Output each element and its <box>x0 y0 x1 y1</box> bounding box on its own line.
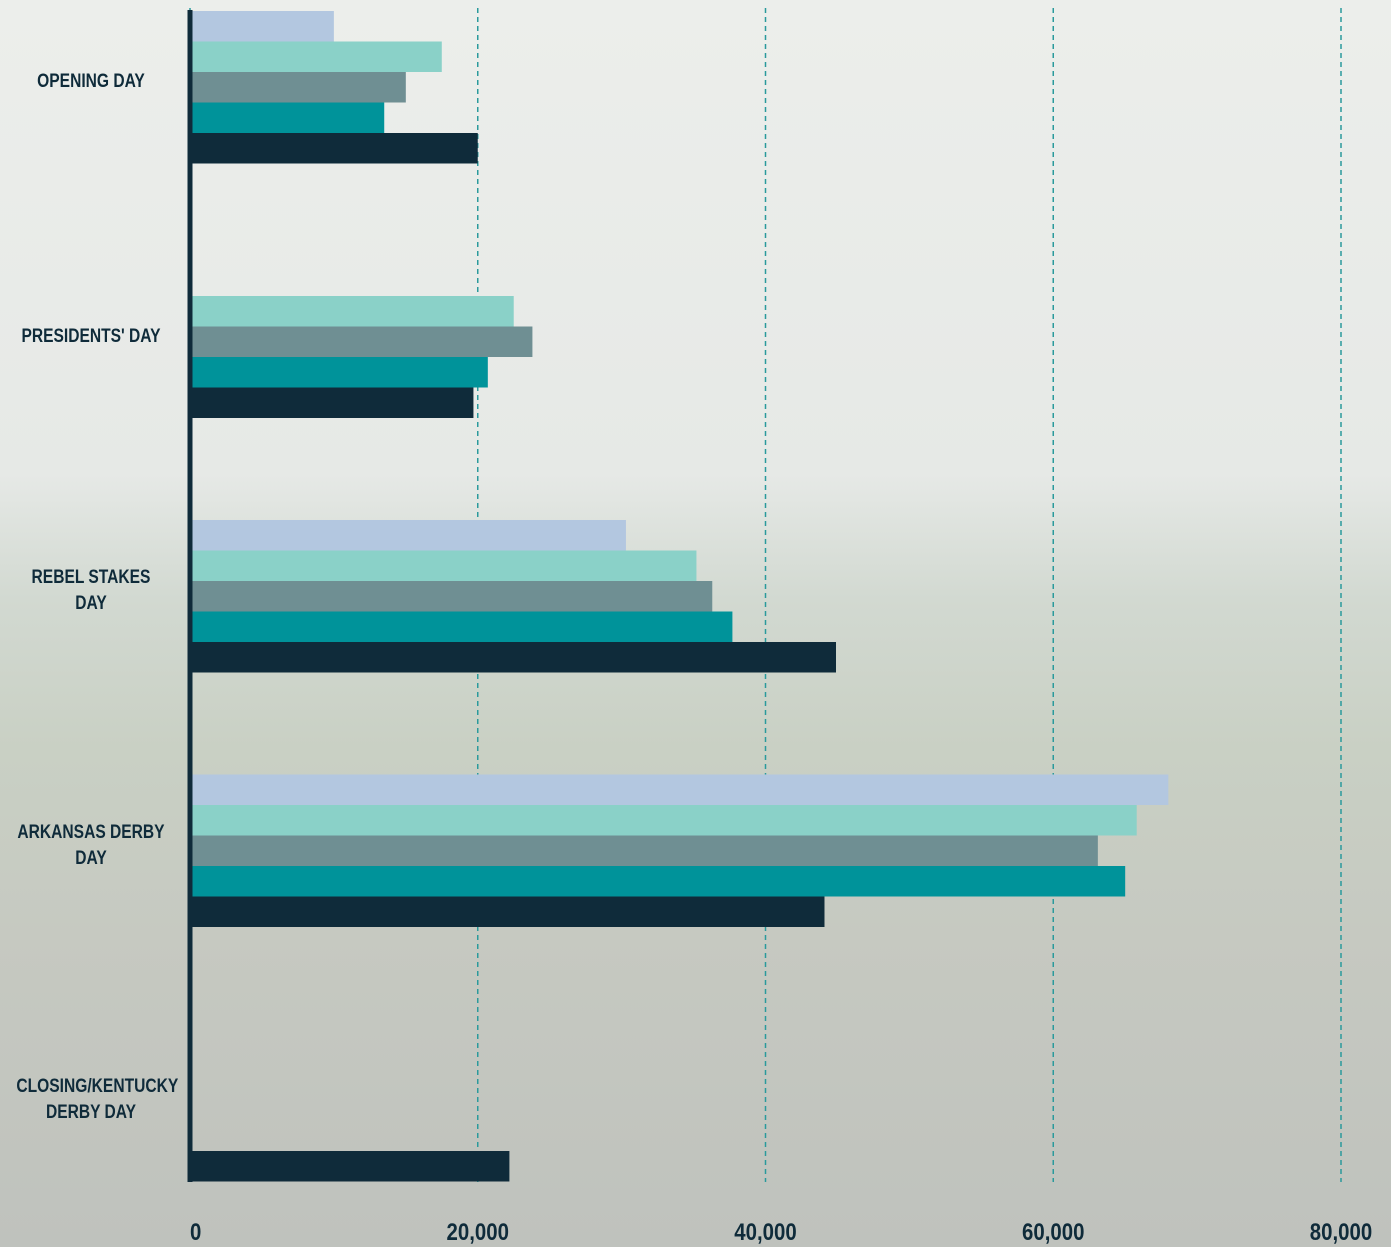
x-tick-label: 0 <box>190 1218 201 1245</box>
x-tick-label: 20,000 <box>447 1218 509 1245</box>
bar <box>190 897 824 928</box>
bar <box>190 388 473 419</box>
bar <box>190 133 478 164</box>
bar <box>190 1151 509 1182</box>
bar <box>190 775 1168 806</box>
bar <box>190 520 626 551</box>
category-label: CLOSING/KENTUCKY DERBY DAY <box>16 1074 165 1126</box>
bar <box>190 296 514 327</box>
bar <box>190 551 696 582</box>
bar <box>190 11 334 42</box>
bar <box>190 327 532 358</box>
bar <box>190 836 1098 867</box>
x-tick-label: 80,000 <box>1310 1218 1372 1245</box>
chart: 0 20,000 40,000 60,000 80,000 OPENING DAY PRE… <box>0 0 1391 1247</box>
bar <box>190 805 1137 836</box>
bar <box>190 581 712 612</box>
bar <box>190 72 406 103</box>
bar <box>190 612 732 643</box>
x-tick-label: 40,000 <box>734 1218 796 1245</box>
category-label: REBEL STAKES DAY <box>16 565 165 617</box>
bar <box>190 642 836 673</box>
category-label: PRESIDENTS' DAY <box>16 324 165 350</box>
bar <box>190 42 442 73</box>
bar <box>190 103 384 134</box>
category-label: ARKANSAS DERBY DAY <box>16 820 165 872</box>
category-label: OPENING DAY <box>16 69 165 95</box>
plot: 0 20,000 40,000 60,000 80,000 <box>0 0 1391 1247</box>
bar <box>190 866 1125 897</box>
bar <box>190 357 488 388</box>
x-tick-label: 60,000 <box>1022 1218 1084 1245</box>
